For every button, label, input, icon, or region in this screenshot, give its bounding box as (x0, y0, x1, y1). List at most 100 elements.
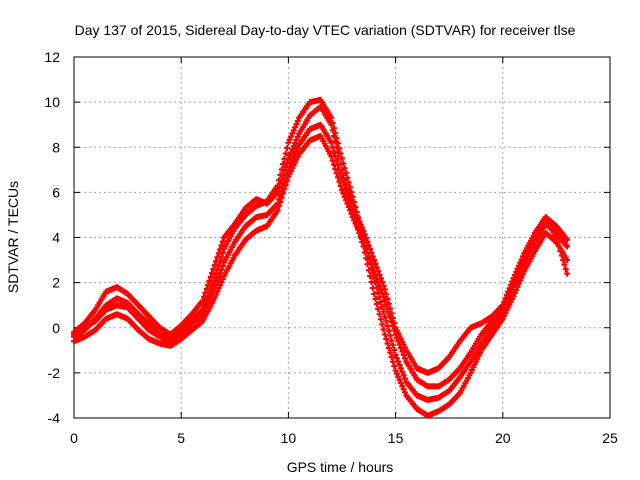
data-point (375, 268, 382, 275)
data-point (376, 311, 383, 318)
data-point (506, 285, 513, 292)
data-point (385, 345, 392, 352)
x-tick-label: 15 (388, 430, 404, 446)
data-point (211, 284, 218, 291)
data-point (515, 262, 522, 269)
data-point (388, 354, 395, 361)
data-point (356, 218, 363, 225)
data-point (564, 236, 571, 243)
data-point (280, 183, 287, 190)
data-point (288, 133, 295, 140)
data-point (401, 375, 408, 382)
data-point (329, 127, 336, 134)
data-point (218, 266, 225, 273)
data-point (517, 259, 524, 266)
data-point (560, 257, 567, 264)
data-point (388, 337, 395, 344)
data-point (511, 272, 518, 279)
data-point (377, 316, 384, 323)
data-point (503, 292, 510, 299)
y-tick-label: 8 (52, 139, 60, 155)
data-point (292, 124, 299, 131)
data-point (343, 197, 350, 204)
data-point (368, 279, 375, 286)
data-point (210, 266, 217, 273)
data-point (333, 157, 340, 164)
data-point (355, 226, 362, 233)
data-point (513, 268, 520, 275)
data-point (293, 136, 300, 143)
data-point (400, 372, 407, 379)
data-point (290, 143, 297, 150)
data-point (400, 386, 407, 393)
data-point (202, 289, 209, 296)
data-point (363, 235, 370, 242)
data-point (219, 238, 226, 245)
data-point (345, 204, 352, 211)
y-tick-label: 12 (44, 49, 60, 65)
data-point (372, 295, 379, 302)
data-point (392, 351, 399, 358)
y-tick-label: -2 (48, 365, 61, 381)
data-point (213, 258, 220, 265)
data-point (381, 286, 388, 293)
data-point (218, 242, 225, 249)
data-point (554, 239, 561, 246)
data-point (294, 133, 301, 140)
data-point (290, 154, 297, 161)
data-point (381, 313, 388, 320)
data-point (353, 212, 360, 219)
data-points (71, 96, 571, 419)
data-point (514, 283, 521, 290)
data-point (286, 136, 293, 143)
data-point (387, 349, 394, 356)
data-point (349, 214, 356, 221)
data-point (562, 266, 569, 273)
data-point (383, 318, 390, 325)
data-point (397, 365, 404, 372)
data-point (281, 179, 288, 186)
data-point (384, 295, 391, 302)
data-point (203, 285, 210, 292)
x-tick-label: 5 (177, 430, 185, 446)
data-point (519, 271, 526, 278)
data-point (515, 280, 522, 287)
data-point (379, 303, 386, 310)
data-point (564, 243, 571, 250)
data-point (215, 250, 222, 257)
data-point (389, 315, 396, 322)
data-point (274, 207, 281, 214)
data-point (217, 246, 224, 253)
data-point (336, 166, 343, 173)
data-point (286, 163, 293, 170)
data-point (557, 248, 564, 255)
data-point (381, 331, 388, 338)
data-point (334, 149, 341, 156)
data-point (330, 148, 337, 155)
data-point (219, 275, 226, 282)
data-point (328, 121, 335, 128)
data-point (397, 380, 404, 387)
y-tick-label: 0 (52, 320, 60, 336)
y-tick-label: 6 (52, 184, 60, 200)
data-point (371, 290, 378, 297)
data-point (332, 138, 339, 145)
data-point (384, 340, 391, 347)
data-point (356, 229, 363, 236)
data-point (519, 253, 526, 260)
data-point (511, 290, 518, 297)
data-point (553, 234, 560, 241)
data-point (290, 127, 297, 134)
data-point (332, 153, 339, 160)
data-point (293, 148, 300, 155)
data-point (367, 246, 374, 253)
data-point (383, 336, 390, 343)
data-point (564, 270, 571, 277)
data-point (380, 282, 387, 289)
data-point (399, 348, 406, 355)
data-point (215, 273, 222, 280)
data-point (357, 232, 364, 239)
data-point (379, 321, 386, 328)
data-point (396, 376, 403, 383)
data-point (352, 209, 359, 216)
